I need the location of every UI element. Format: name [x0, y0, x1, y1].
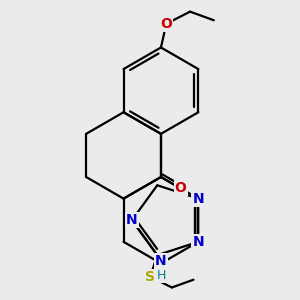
Text: N: N	[193, 192, 204, 206]
Text: O: O	[160, 17, 172, 31]
Text: H: H	[156, 269, 166, 282]
Text: N: N	[193, 235, 204, 249]
Text: N: N	[126, 213, 138, 227]
Text: O: O	[175, 182, 187, 195]
Text: N: N	[155, 254, 167, 268]
Text: S: S	[145, 270, 155, 284]
